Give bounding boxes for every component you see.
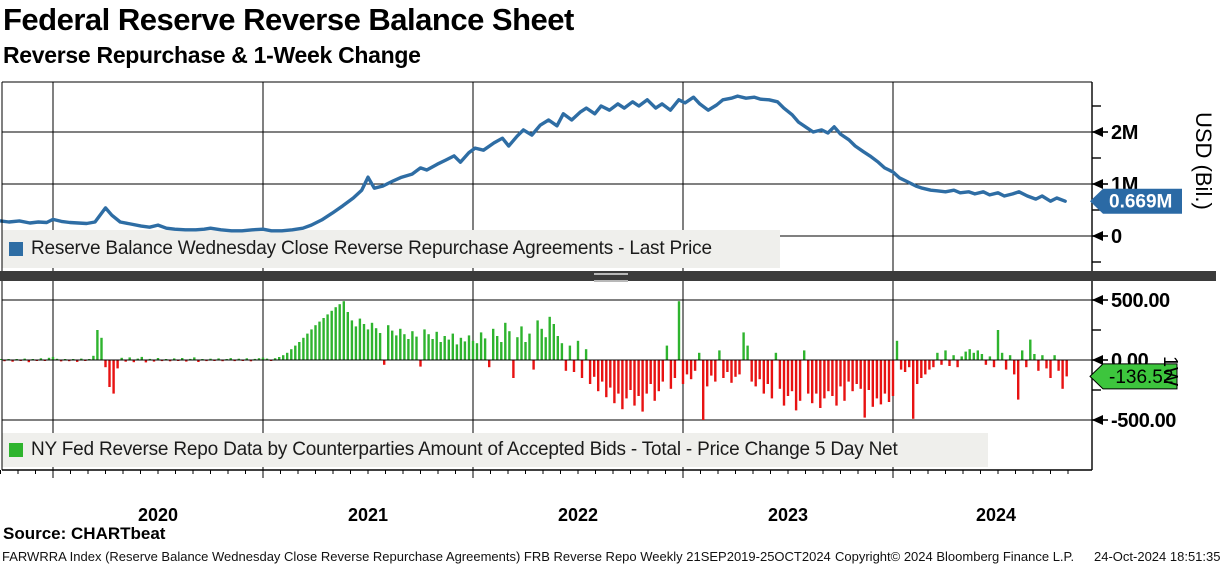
footer-index-info: FARWRRA Index (Reserve Balance Wednesday… [2, 549, 831, 564]
y-axis-title-bottom: 1W [1159, 356, 1181, 386]
footer-datetime: 24-Oct-2024 18:51:35 [1094, 549, 1221, 564]
legend-label: Reserve Balance Wednesday Close Reverse … [31, 238, 712, 259]
svg-text:2020: 2020 [138, 505, 178, 525]
svg-text:-500.00: -500.00 [1111, 410, 1176, 432]
footer: FARWRRA Index (Reserve Balance Wednesday… [0, 549, 1224, 565]
green-series-swatch-icon [9, 443, 23, 457]
panel-divider[interactable] [0, 271, 1216, 282]
svg-text:2024: 2024 [976, 505, 1016, 525]
svg-text:-136.52: -136.52 [1109, 367, 1173, 388]
y-axis-title-top: USD (Bil.) [1191, 112, 1216, 210]
blue-series-swatch-icon [9, 242, 23, 256]
legend-ny-fed-repo[interactable]: NY Fed Reverse Repo Data by Counterparti… [2, 433, 988, 467]
legend-reserve-balance[interactable]: Reserve Balance Wednesday Close Reverse … [2, 230, 780, 268]
page-subtitle: Reverse Repurchase & 1-Week Change [3, 42, 421, 68]
svg-text:0: 0 [1111, 226, 1122, 248]
svg-text:2022: 2022 [558, 505, 598, 525]
svg-text:2M: 2M [1111, 122, 1138, 144]
legend-label: NY Fed Reverse Repo Data by Counterparti… [31, 439, 898, 460]
svg-text:2021: 2021 [348, 505, 388, 525]
page-title: Federal Reserve Reverse Balance Sheet [3, 2, 574, 37]
svg-text:500.00: 500.00 [1111, 290, 1170, 312]
svg-text:2023: 2023 [768, 505, 808, 525]
divider-grip-icon [594, 273, 628, 282]
svg-text:0.669M: 0.669M [1109, 192, 1172, 213]
source-text: Source: CHARTbeat [3, 524, 166, 543]
footer-copyright: Copyright© 2024 Bloomberg Finance L.P. [835, 549, 1075, 564]
